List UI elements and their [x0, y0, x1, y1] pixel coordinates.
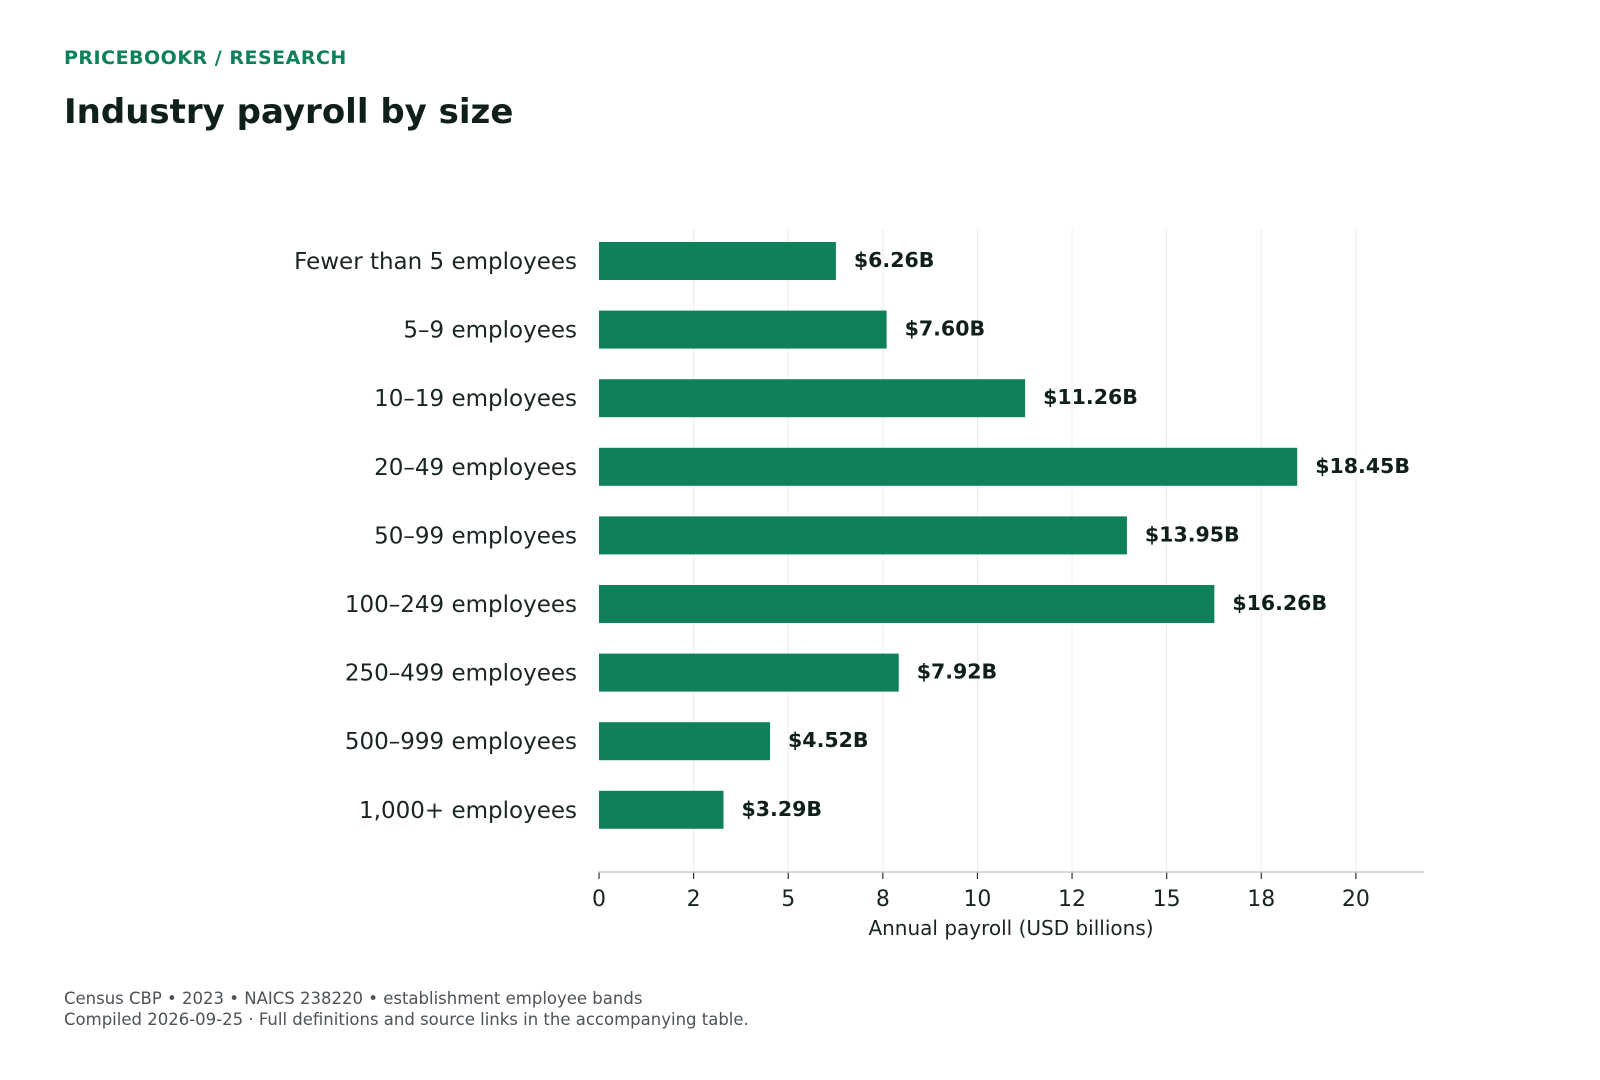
x-tick-label: 12 — [1058, 887, 1086, 912]
category-label: 1,000+ employees — [359, 798, 577, 824]
data-label: $7.92B — [917, 660, 997, 684]
bar — [599, 722, 771, 761]
data-label: $7.60B — [905, 317, 985, 341]
bar — [599, 653, 899, 692]
category-label: 50–99 employees — [374, 523, 577, 549]
x-tick-label: 2 — [687, 887, 701, 912]
bar — [599, 310, 887, 349]
bar — [599, 242, 836, 280]
data-label: $11.26B — [1043, 385, 1138, 409]
category-label: 5–9 employees — [403, 318, 577, 344]
data-label: $16.26B — [1232, 591, 1327, 615]
data-label: $3.29B — [742, 797, 822, 821]
category-label: 500–999 employees — [345, 729, 577, 755]
x-tick-label: 18 — [1247, 887, 1275, 912]
x-tick-label: 8 — [876, 887, 890, 912]
bar — [599, 585, 1215, 623]
data-label: $13.95B — [1145, 522, 1240, 546]
x-axis-title: Annual payroll (USD billions) — [868, 916, 1153, 940]
footer-compiled-line: Compiled 2026-09-25 · Full definitions a… — [64, 1010, 749, 1029]
x-axis: 0 2 5 8 10 12 15 18 20 — [592, 871, 1424, 912]
page-title: Industry payroll by size — [64, 92, 514, 132]
x-tick-label: 15 — [1153, 887, 1181, 912]
category-label: 10–19 employees — [374, 386, 577, 412]
bar — [599, 790, 724, 829]
x-tick-label: 0 — [592, 887, 606, 912]
bar — [599, 516, 1127, 555]
category-label: 250–499 employees — [345, 661, 577, 687]
data-label: $18.45B — [1315, 454, 1410, 478]
eyebrow-label: PRICEBOOKR / RESEARCH — [64, 47, 347, 69]
x-tick-label: 10 — [963, 887, 991, 912]
footer-notes: Census CBP • 2023 • NAICS 238220 • estab… — [64, 988, 749, 1030]
x-tick-label: 5 — [781, 887, 795, 912]
category-label: 100–249 employees — [345, 592, 577, 618]
x-tick-label: 20 — [1342, 887, 1370, 912]
category-label: 20–49 employees — [374, 455, 577, 481]
category-label: Fewer than 5 employees — [294, 249, 577, 275]
bar — [599, 447, 1298, 486]
bar — [599, 379, 1026, 418]
footer-source-line: Census CBP • 2023 • NAICS 238220 • estab… — [64, 989, 643, 1008]
data-label: $4.52B — [788, 728, 868, 752]
data-label: $6.26B — [854, 248, 934, 272]
bars: Fewer than 5 employees $6.26B 5–9 employee… — [294, 242, 1410, 829]
